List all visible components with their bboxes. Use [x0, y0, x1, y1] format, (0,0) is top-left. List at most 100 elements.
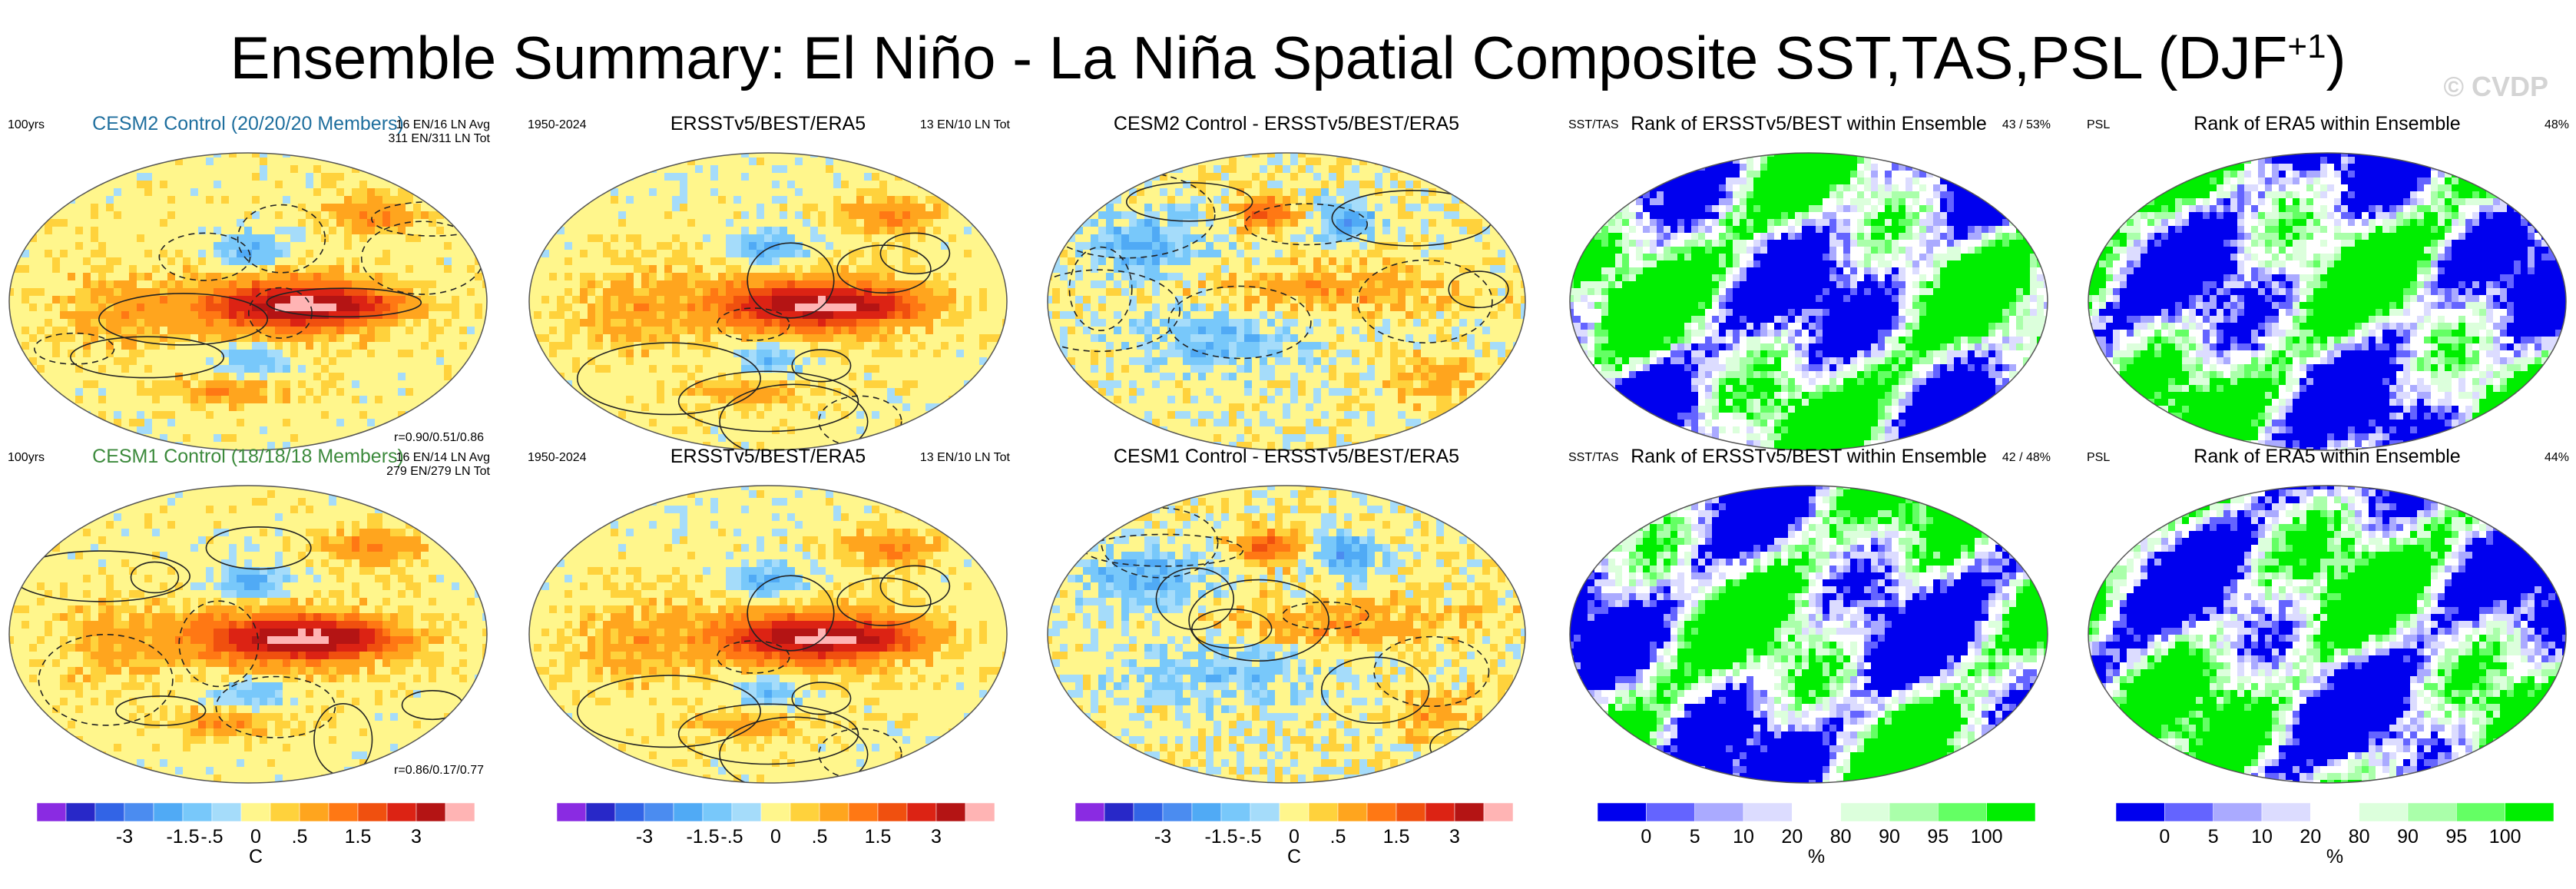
map-cell	[175, 181, 184, 189]
map-cell	[121, 319, 130, 327]
map-cell	[367, 373, 376, 381]
map-cell	[918, 296, 926, 304]
map-cell	[826, 357, 834, 366]
map-cell	[818, 419, 826, 427]
map-cell	[375, 196, 383, 204]
map-cell	[313, 219, 322, 227]
map-cell	[229, 380, 237, 389]
map-cell	[375, 411, 383, 420]
map-cell	[175, 380, 184, 389]
map-cell	[741, 334, 750, 343]
map-cell	[956, 257, 965, 266]
map-cell	[810, 334, 819, 343]
map-cell	[657, 288, 665, 297]
map-cell	[321, 327, 329, 335]
map-cell	[98, 273, 107, 281]
map-cell	[375, 188, 383, 197]
map-cell	[167, 434, 176, 443]
map-cell	[45, 396, 53, 404]
map-cell	[964, 280, 972, 289]
map-cell	[611, 327, 619, 335]
map-cell	[290, 219, 299, 227]
map-cell	[344, 334, 353, 343]
map-cell	[733, 242, 742, 250]
map-cell	[398, 434, 406, 443]
map-cell	[459, 250, 468, 258]
map-cell	[137, 265, 145, 274]
map-cell	[221, 173, 230, 181]
map-cell	[29, 188, 38, 197]
map-cell	[841, 153, 849, 158]
map-cell	[595, 234, 604, 243]
map-cell	[933, 165, 942, 174]
map-cell	[626, 319, 634, 327]
map-cell	[595, 396, 604, 404]
map-cell	[214, 227, 222, 235]
map-cell	[595, 442, 604, 450]
map-cell	[987, 442, 995, 450]
map-cell	[482, 188, 487, 197]
map-cell	[398, 311, 406, 320]
map-cell	[541, 181, 550, 189]
map-cell	[267, 327, 276, 335]
map-cell	[664, 204, 673, 212]
map-cell	[856, 173, 865, 181]
map-cell	[764, 227, 773, 235]
map-cell	[175, 357, 184, 366]
map-cell	[344, 396, 353, 404]
map-cell	[436, 357, 445, 366]
map-cell	[772, 304, 780, 312]
map-cell	[22, 158, 30, 166]
map-cell	[741, 380, 750, 389]
map-cell	[933, 227, 942, 235]
map-cell	[283, 419, 291, 427]
map-cell	[60, 373, 68, 381]
map-cell	[198, 442, 207, 450]
map-cell	[429, 211, 437, 220]
map-cell	[749, 250, 757, 258]
map-cell	[252, 311, 260, 320]
map-cell	[237, 227, 245, 235]
map-cell	[229, 273, 237, 281]
map-cell	[214, 265, 222, 274]
map-cell	[541, 296, 550, 304]
map-cell	[214, 403, 222, 412]
map-cell	[183, 196, 191, 204]
map-cell	[129, 158, 137, 166]
map-cell	[214, 350, 222, 358]
map-cell	[306, 280, 314, 289]
map-cell	[910, 311, 919, 320]
map-cell	[382, 350, 391, 358]
map-cell	[956, 173, 965, 181]
map-cell	[826, 296, 834, 304]
map-cell	[741, 327, 750, 335]
map-cell	[406, 327, 414, 335]
map-cell	[160, 319, 168, 327]
map-cell	[649, 257, 657, 266]
map-cell	[459, 311, 468, 320]
map-cell	[52, 334, 61, 343]
map-cell	[313, 411, 322, 420]
map-cell	[649, 188, 657, 197]
map-cell	[214, 204, 222, 212]
map-cell	[741, 158, 750, 166]
map-cell	[229, 173, 237, 181]
map-cell	[918, 280, 926, 289]
map-cell	[641, 388, 650, 396]
map-cell	[206, 234, 214, 243]
map-cell	[37, 380, 45, 389]
map-cell	[557, 196, 565, 204]
map-cell	[267, 334, 276, 343]
map-cell	[902, 350, 911, 358]
map-cell	[910, 288, 919, 297]
map-cell	[183, 373, 191, 381]
map-cell	[313, 426, 322, 435]
map-cell	[529, 280, 535, 289]
map-cell	[695, 380, 704, 389]
map-cell	[29, 350, 38, 358]
map-cell	[718, 181, 727, 189]
map-cell	[933, 288, 942, 297]
map-cell	[367, 280, 376, 289]
map-cell	[772, 327, 780, 335]
map-cell	[818, 280, 826, 289]
